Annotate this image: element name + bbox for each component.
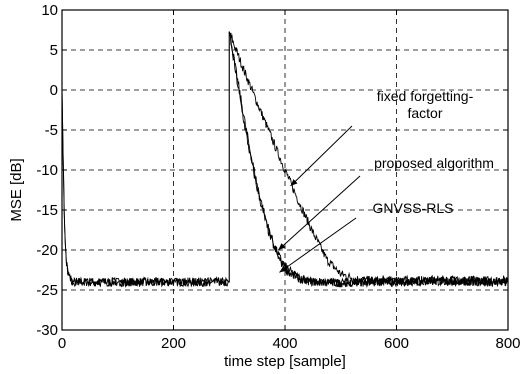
y-tick-label: 10 bbox=[41, 2, 58, 19]
series-lines bbox=[61, 31, 509, 289]
x-tick-label: 400 bbox=[272, 335, 297, 352]
annotation-arrow-gnvss bbox=[279, 217, 357, 273]
annotation-fixed: fixed forgetting-factor bbox=[377, 88, 474, 121]
annotation-proposed: proposed algorithm bbox=[374, 155, 494, 171]
y-tick-label: -20 bbox=[36, 242, 58, 259]
axis-ticks: 0 200 400 600 800 -30 -25 -20 -15 -10 -5 0 5 10 bbox=[36, 2, 520, 352]
y-axis-label: MSE [dB] bbox=[8, 158, 25, 221]
annotation-arrow-proposed bbox=[277, 175, 361, 251]
series-line-gnvss bbox=[228, 31, 509, 288]
x-tick-label: 800 bbox=[495, 335, 520, 352]
y-tick-label: -30 bbox=[36, 322, 58, 339]
y-tick-label: -10 bbox=[36, 162, 58, 179]
grid-lines bbox=[62, 10, 508, 330]
x-tick-label: 200 bbox=[161, 335, 186, 352]
y-tick-label: -5 bbox=[45, 122, 58, 139]
x-tick-label: 0 bbox=[58, 335, 66, 352]
y-tick-label: 5 bbox=[50, 42, 58, 59]
annotations: fixed forgetting-factor proposed algorith… bbox=[277, 88, 494, 273]
annotation-arrow-fixed bbox=[290, 125, 353, 187]
x-axis-label: time step [sample] bbox=[224, 353, 346, 370]
x-tick-label: 600 bbox=[384, 335, 409, 352]
annotation-gnvss: GNVSS-RLS bbox=[373, 200, 454, 216]
y-tick-label: 0 bbox=[50, 82, 58, 99]
y-tick-label: -15 bbox=[36, 202, 58, 219]
y-tick-label: -25 bbox=[36, 282, 58, 299]
